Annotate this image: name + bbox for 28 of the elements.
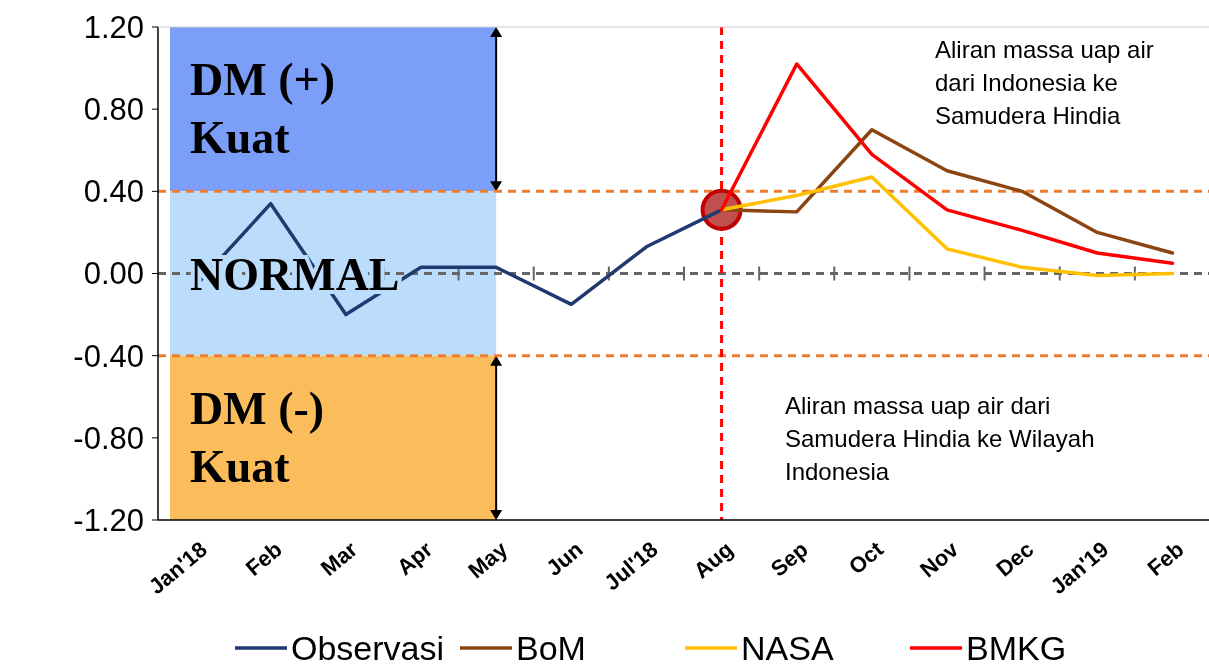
legend-label: Observasi [291,628,445,667]
y-tick-label: -1.20 [73,502,144,538]
y-tick-label: 0.80 [83,92,144,128]
x-tick-label: Feb [240,536,287,581]
x-tick-label: Jun [541,536,588,581]
line-series [719,62,1175,265]
x-tick-label: Aug [688,536,738,584]
legend-label: BoM [516,628,586,667]
x-tick-label: Dec [991,536,1039,582]
x-tick-label: Apr [392,536,438,581]
x-tick-label: Oct [843,536,889,580]
y-tick-label: 1.20 [83,9,144,45]
x-tick-label: Nov [915,536,964,583]
x-tick-label: Sep [765,536,813,582]
x-tick-label: May [463,536,513,584]
x-tick-label: Feb [1142,536,1189,581]
annotation: Aliran massa uap air dari Samudera Hindia ke Wilayah Indonesia [785,392,1095,485]
legend-label: BMKG [966,628,1067,667]
y-tick-label: 0.40 [83,174,144,210]
line-series [719,127,1175,255]
y-tick-label: -0.40 [73,338,144,374]
x-tick-label: Mar [315,536,363,581]
band-label: DM (+) Kuat [190,54,335,164]
band-label: DM (-) Kuat [190,382,325,492]
legend-label: NASA [741,628,834,667]
y-tick-label: -0.80 [73,420,144,456]
annotation: Aliran massa uap air dari Indonesia ke Samudera Hindia [935,36,1154,129]
y-tick-label: 0.00 [83,256,144,292]
